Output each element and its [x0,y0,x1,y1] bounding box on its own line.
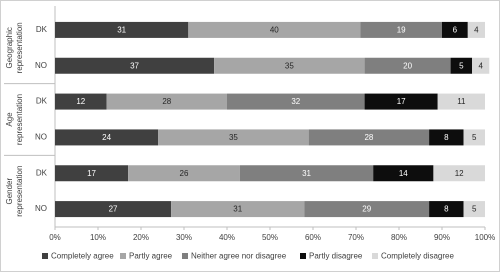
data-label: 5 [459,61,464,70]
data-label: 17 [397,97,406,106]
bar-segment [55,21,189,38]
data-label: 29 [362,205,371,214]
data-label: 12 [76,97,85,106]
data-label: 14 [399,169,408,178]
group-label: representation [15,166,24,217]
data-label: 6 [453,26,458,35]
bar-segment [214,57,365,74]
bar-segment [429,129,464,146]
data-label: 20 [403,61,412,70]
data-label: 35 [285,61,294,70]
data-label: 28 [364,133,373,142]
legend-swatch [372,253,378,259]
x-tick-label: 60% [305,233,321,242]
bar-segment [364,93,438,110]
group-label: Gender [5,177,14,204]
data-label: 31 [233,205,242,214]
data-label: 35 [229,133,238,142]
data-label: 26 [180,169,189,178]
bar-segment [472,57,490,74]
legend-label: Completely agree [51,252,114,261]
bar-segment [437,93,485,110]
legend-label: Partly agree [129,252,173,261]
bar-segment [55,129,159,146]
data-label: 5 [472,205,477,214]
data-label: 4 [474,26,479,35]
data-label: 4 [478,61,483,70]
bar-segment [55,93,107,110]
bar-segment [373,165,434,182]
data-label: 37 [130,61,139,70]
legend-swatch [120,253,126,259]
data-label: 17 [87,169,96,178]
bar-segment [128,165,240,182]
group-label: Age [5,112,14,127]
data-label: 31 [117,26,126,35]
bar-segment [308,129,430,146]
x-tick-label: 70% [348,233,364,242]
bar-segment [442,21,468,38]
data-label: 11 [457,97,466,106]
legend-swatch [182,253,188,259]
x-tick-label: 100% [475,233,495,242]
x-tick-label: 30% [176,233,192,242]
x-tick-label: 80% [391,233,407,242]
bar-segment [304,201,430,218]
data-label: 40 [270,26,279,35]
bar-segment [433,165,485,182]
bar-segment [239,165,374,182]
bar-segment [55,201,172,218]
bar-segment [467,21,485,38]
bar-segment [106,93,227,110]
data-label: 27 [109,205,118,214]
x-tick-label: 40% [219,233,235,242]
legend-label: Completely disagree [381,252,454,261]
bar-segment [227,93,365,110]
bar-segment [463,201,485,218]
group-label: representation [15,22,24,73]
data-label: 24 [102,133,111,142]
data-label: 8 [444,205,449,214]
x-tick-label: 0% [49,233,61,242]
bar-segment [188,21,361,38]
data-label: 31 [302,169,311,178]
y-tick-label: DK [36,25,48,34]
bar-segment [429,201,464,218]
bar-segment [55,165,129,182]
bar-segment [55,57,215,74]
data-label: 19 [397,26,406,35]
bar-segment [360,21,442,38]
y-tick-label: DK [36,97,48,106]
y-tick-label: DK [36,168,48,177]
bar-segment [463,129,485,146]
x-tick-label: 20% [133,233,149,242]
data-label: 28 [162,97,171,106]
data-label: 12 [455,169,464,178]
group-label: representation [15,94,24,145]
bar-segment [171,201,305,218]
data-label: 8 [444,133,449,142]
data-label: 5 [472,133,477,142]
x-tick-label: 10% [90,233,106,242]
bar-segment [364,57,451,74]
x-tick-label: 50% [262,233,278,242]
bar-segment [158,129,309,146]
bar-segment [450,57,473,74]
group-label: Geographic [5,27,14,68]
legend-label: Partly disagree [309,252,363,261]
data-label: 32 [291,97,300,106]
x-tick-label: 90% [434,233,450,242]
y-tick-label: NO [35,133,47,142]
legend-label: Neither agree nor disagree [191,252,287,261]
legend-swatch [300,253,306,259]
y-tick-label: NO [35,61,47,70]
legend-swatch [42,253,48,259]
y-tick-label: NO [35,204,47,213]
